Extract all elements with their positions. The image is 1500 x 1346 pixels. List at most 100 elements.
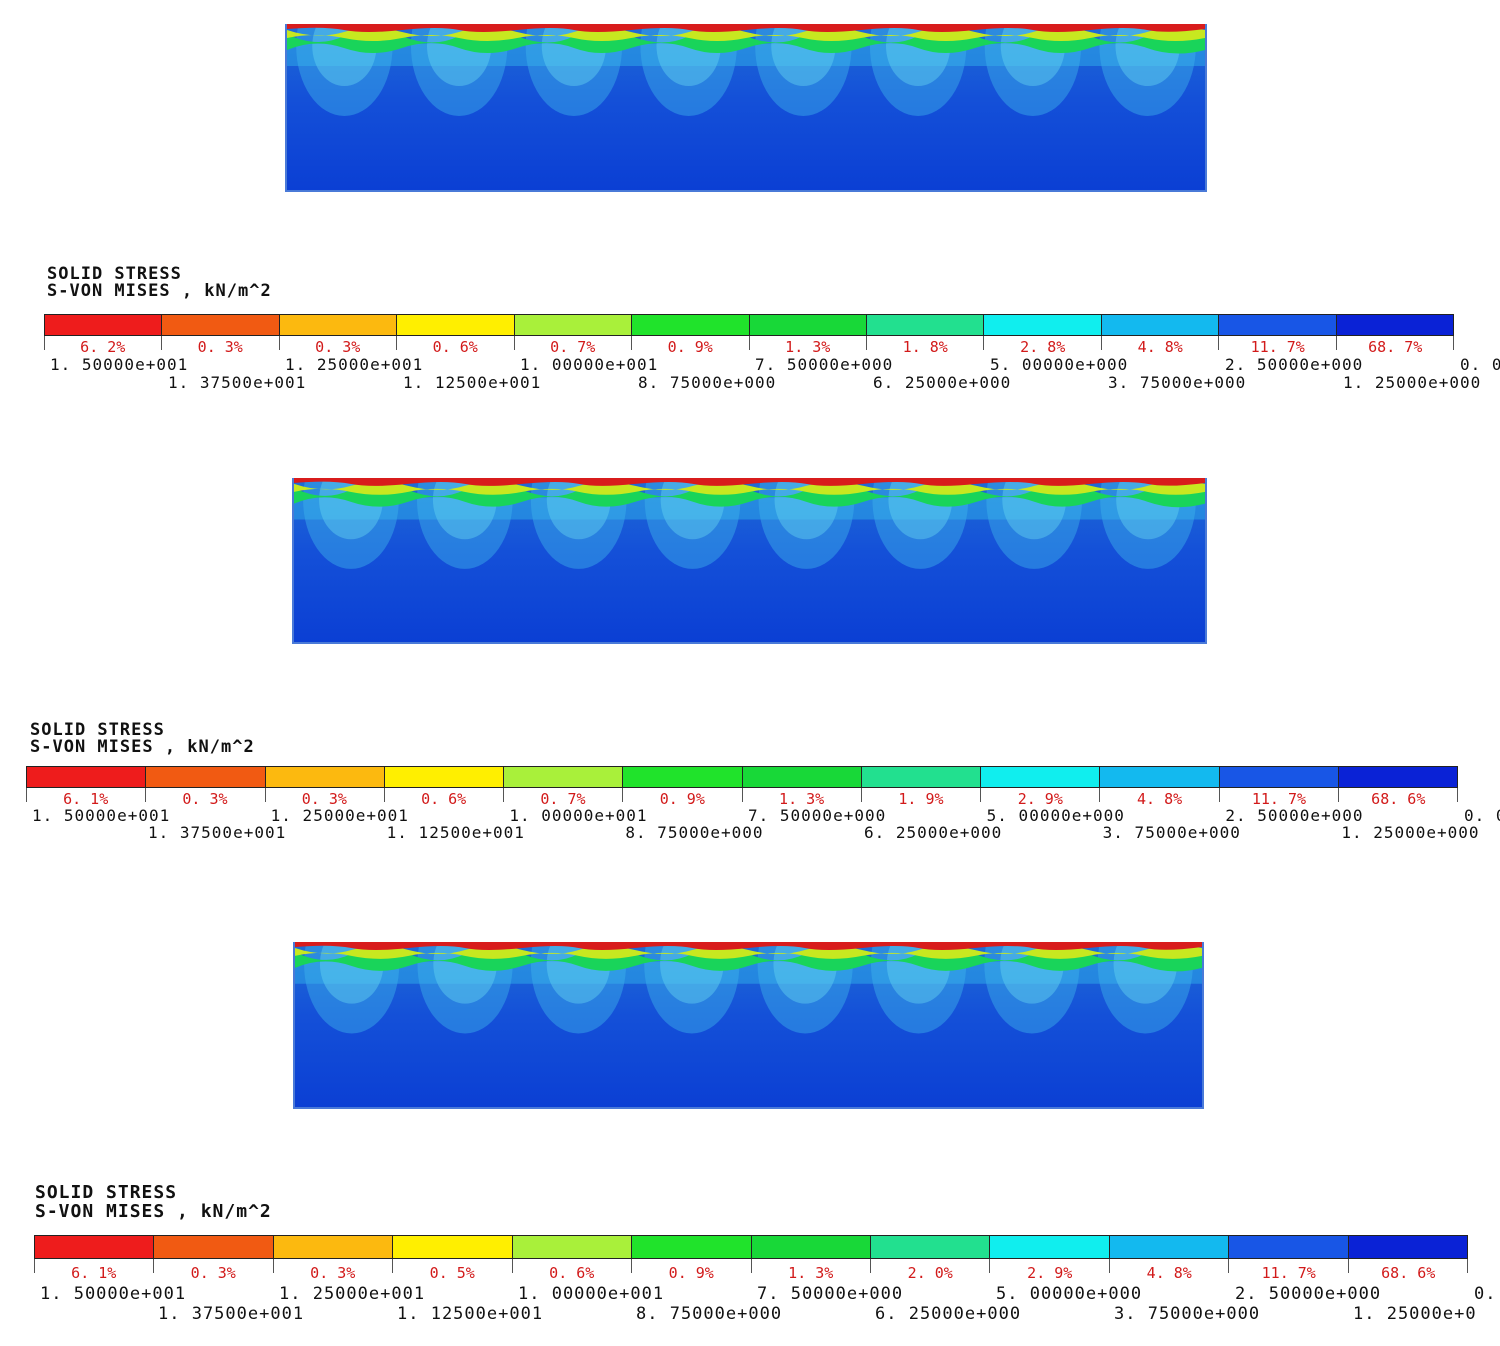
- value-label: 8. 75000e+000: [638, 373, 777, 392]
- green-band: [287, 28, 1205, 54]
- tick-mark: [622, 788, 741, 802]
- color-bar-cell: [1219, 315, 1337, 335]
- color-bar-cell: [512, 1236, 633, 1258]
- tick-mark: [145, 788, 264, 802]
- tick-marks: [34, 1259, 1469, 1273]
- legend-title-line2: S-VON MISES , kN/m^2: [35, 1201, 272, 1222]
- value-label: 1. 00000e+001: [518, 1284, 665, 1304]
- percentage-label: 4. 8%: [1137, 790, 1183, 808]
- percentage-row: 6. 2% 0. 3% 0. 3% 0. 6% 0. 7% 0. 9% 1. 3% 1. 8%…: [44, 339, 1454, 355]
- percentage-label: 0. 3%: [190, 1264, 236, 1282]
- percentage-label: 0. 7%: [540, 790, 586, 808]
- value-label: 1. 00000e+001: [509, 806, 648, 825]
- color-bar-cell: [866, 315, 985, 335]
- contour-plot-3: [293, 942, 1204, 1109]
- percentage-label: 0. 3%: [315, 338, 361, 356]
- value-label: 1. 37500e+001: [158, 1304, 305, 1324]
- color-bar-cell: [279, 315, 398, 335]
- value-label: 1. 25000e+001: [270, 806, 409, 825]
- tick-mark: [44, 336, 161, 350]
- percentage-label: 0. 5%: [429, 1264, 475, 1282]
- contour-plot-3-graphic: [295, 942, 1202, 1034]
- color-bar: [26, 766, 1458, 788]
- color-bar-cell: [393, 1236, 513, 1258]
- value-label: 8. 75000e+000: [636, 1304, 783, 1324]
- color-bar-cell: [749, 315, 867, 335]
- tick-mark: [750, 1259, 870, 1273]
- percentage-label: 1. 3%: [788, 1264, 834, 1282]
- tick-marks: [44, 336, 1455, 350]
- tick-mark: [741, 788, 861, 802]
- legend-title-line1: SOLID STRESS: [30, 720, 165, 740]
- contour-plot-1: [285, 24, 1207, 192]
- value-label: 6. 25000e+000: [875, 1304, 1022, 1324]
- value-label: 1. 25000e+000: [1341, 823, 1480, 842]
- color-bar-cell: [265, 767, 385, 787]
- value-label: 2. 50000e+000: [1225, 355, 1364, 374]
- color-bar-cell: [504, 767, 624, 787]
- tick-mark: [511, 1259, 631, 1273]
- tick-mark: [865, 336, 983, 350]
- value-label: 1. 50000e+001: [40, 1284, 187, 1304]
- color-bar-cell: [632, 1236, 752, 1258]
- color-bar-cell: [1109, 1236, 1230, 1258]
- value-label: 0. 0: [1460, 355, 1500, 374]
- percentage-label: 2. 0%: [907, 1264, 953, 1282]
- value-label: 1. 37500e+001: [168, 373, 307, 392]
- percentage-label: 1. 3%: [779, 790, 825, 808]
- value-label: 1. 37500e+001: [148, 823, 287, 842]
- percentage-label: 4. 8%: [1146, 1264, 1192, 1282]
- value-label: 0.: [1474, 1284, 1497, 1304]
- color-bar-cell: [1229, 1236, 1349, 1258]
- value-label: 6. 25000e+000: [873, 373, 1012, 392]
- color-bar-cell: [861, 767, 981, 787]
- percentage-label: 1. 8%: [902, 338, 948, 356]
- percentage-label: 6. 1%: [63, 790, 109, 808]
- tick-mark: [153, 1259, 272, 1273]
- value-label: 8. 75000e+000: [625, 823, 764, 842]
- legend-title-line2: S-VON MISES , kN/m^2: [30, 737, 255, 757]
- color-bar-cell: [981, 767, 1101, 787]
- color-bar-cell: [162, 315, 280, 335]
- value-label: 5. 00000e+000: [990, 355, 1129, 374]
- tick-mark: [383, 788, 503, 802]
- color-bar: [34, 1235, 1468, 1259]
- value-label: 1. 25000e+001: [285, 355, 424, 374]
- tick-mark: [1347, 1259, 1469, 1273]
- color-bar-cell: [27, 767, 147, 787]
- shallow-stress-band: [295, 961, 1202, 984]
- color-bar-cell: [146, 767, 266, 787]
- yellow-band: [294, 481, 1205, 495]
- tick-mark: [1335, 336, 1455, 350]
- legend-title-line1: SOLID STRESS: [47, 264, 182, 284]
- color-bar-cell: [154, 1236, 274, 1258]
- tick-mark: [272, 1259, 392, 1273]
- red-surface-layer: [294, 478, 1205, 486]
- value-label: 7. 50000e+000: [757, 1284, 904, 1304]
- legend-title-line2: S-VON MISES , kN/m^2: [47, 281, 272, 301]
- color-bar-cell: [1338, 767, 1457, 787]
- percentage-label: 2. 9%: [1017, 790, 1063, 808]
- red-surface-layer: [287, 24, 1205, 32]
- shallow-stress-band: [294, 497, 1205, 520]
- tick-mark: [264, 788, 384, 802]
- value-label: 0. 0: [1464, 806, 1500, 825]
- value-label: 3. 75000e+000: [1108, 373, 1247, 392]
- yellow-band: [295, 945, 1202, 959]
- tick-mark: [860, 788, 980, 802]
- tick-mark: [1100, 336, 1218, 350]
- percentage-label: 2. 8%: [1020, 338, 1066, 356]
- color-bar-cell: [1219, 767, 1339, 787]
- percentage-label: 6. 2%: [80, 338, 126, 356]
- percentage-label: 0. 7%: [550, 338, 596, 356]
- legend-title: SOLID STRESS S-VON MISES , kN/m^2: [30, 722, 255, 756]
- percentage-label: 0. 9%: [667, 338, 713, 356]
- percentage-label: 68. 6%: [1371, 790, 1426, 808]
- value-label: 3. 75000e+000: [1114, 1304, 1261, 1324]
- value-label: 5. 00000e+000: [996, 1284, 1143, 1304]
- red-surface-layer: [295, 942, 1202, 950]
- percentage-label: 0. 6%: [432, 338, 478, 356]
- contour-plot-2-graphic: [294, 478, 1205, 569]
- tick-mark: [392, 1259, 511, 1273]
- percentage-label: 1. 9%: [898, 790, 944, 808]
